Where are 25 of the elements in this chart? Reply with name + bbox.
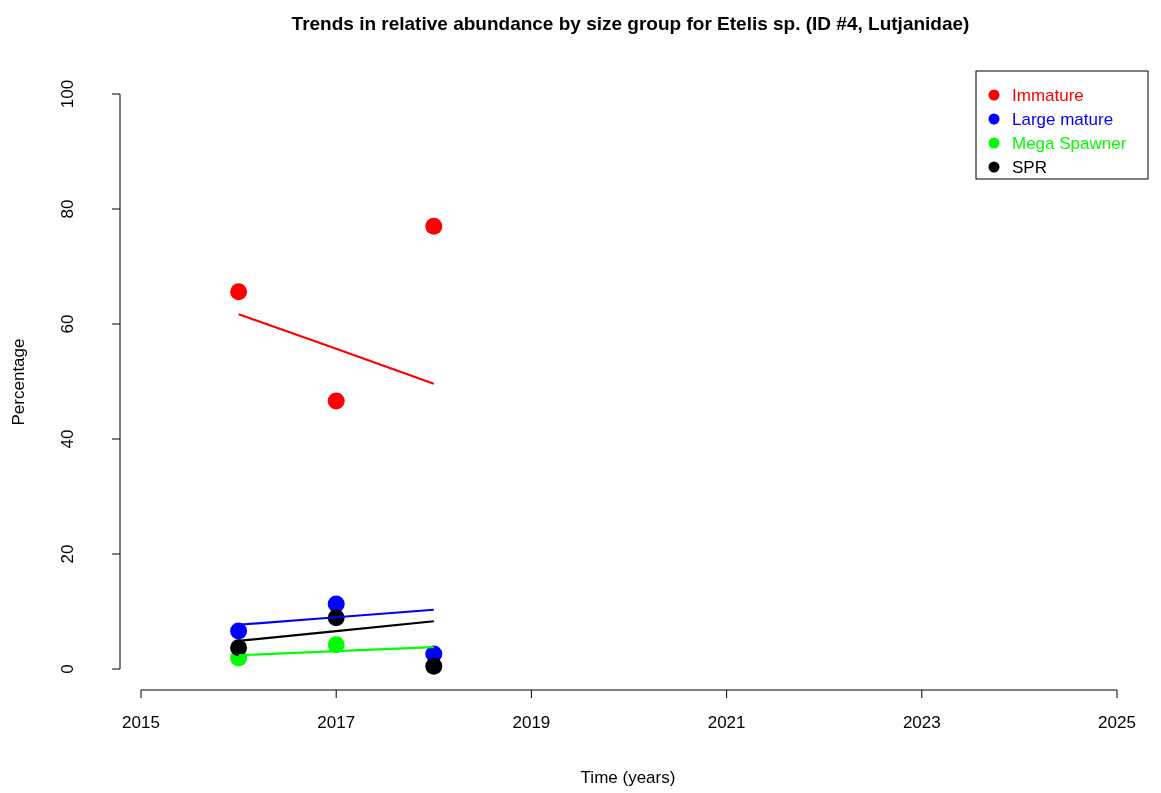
y-axis-title: Percentage (9, 338, 28, 426)
y-tick-label: 20 (58, 544, 77, 564)
y-tick-label: 40 (58, 429, 77, 449)
legend-label: SPR (1012, 158, 1047, 177)
y-tick-label: 80 (58, 199, 77, 219)
x-tick-label: 2019 (512, 713, 551, 732)
legend-label: Large mature (1012, 110, 1114, 129)
x-tick-label: 2017 (317, 713, 356, 732)
point (230, 283, 248, 301)
point (230, 639, 248, 657)
y-tick-label: 60 (58, 314, 77, 334)
x-tick-label: 2025 (1098, 713, 1136, 732)
point (425, 217, 443, 235)
chart-title: Trends in relative abundance by size group for Etelis sp. (ID #4, Lutjanidae) (291, 13, 970, 34)
legend-label: Mega Spawner (1012, 134, 1127, 153)
point (327, 392, 345, 410)
x-tick-label: 2023 (902, 713, 941, 732)
y-tick-label: 0 (58, 664, 77, 674)
x-axis-title: Time (years) (580, 768, 676, 787)
point (230, 622, 248, 640)
x-tick-label: 2021 (707, 713, 746, 732)
legend-label: Immature (1012, 86, 1084, 105)
y-tick-label: 100 (58, 79, 77, 109)
point (425, 657, 443, 675)
x-tick-label: 2015 (122, 713, 160, 732)
